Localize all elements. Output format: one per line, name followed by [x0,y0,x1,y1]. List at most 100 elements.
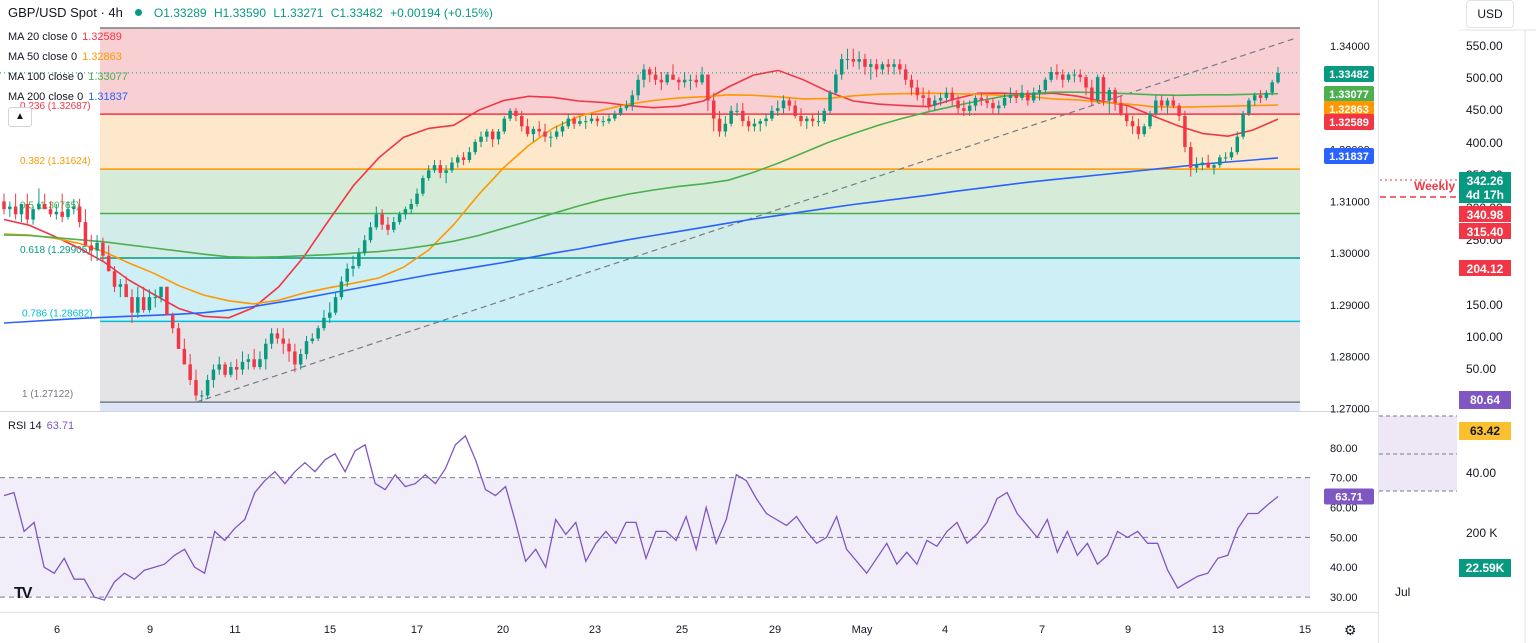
fib-label: 0.382 (1.31624) [20,156,91,167]
candle-body [223,364,227,375]
candle [205,374,210,400]
candle [735,103,739,116]
fib-label: 0.5 (1.30765) [20,201,80,212]
candle [31,206,35,225]
candle [223,361,227,378]
candle [834,69,838,96]
gear-icon[interactable]: ⚙ [1344,622,1357,638]
candle [688,74,693,91]
candle-body [665,74,669,83]
fib-zone [100,114,1300,170]
candle [700,66,704,85]
price-tick-label: 1.34000 [1330,41,1370,53]
panel-box-box [1459,422,1511,440]
candle-body [351,266,355,269]
candle [1148,110,1152,129]
candle [723,115,728,137]
candle-body [229,367,233,375]
candle-body [915,87,920,96]
candle [124,276,128,298]
candle [1171,95,1176,109]
volume-tick-label: 150.00 [1466,298,1503,312]
candle-body [258,359,262,368]
candle-body [1014,95,1018,98]
candle-body [473,141,477,153]
candle-body [537,128,541,132]
candle [991,97,995,114]
rsi-tick-label: 40.00 [1330,562,1358,574]
candle-body [362,240,367,254]
volume-box-current: 4d 17h [1466,188,1504,202]
fib-label: 0.618 (1.29905) [20,245,91,256]
price-tick-label: 1.29000 [1330,300,1370,312]
candle-body [1218,157,1222,166]
ma100-legend[interactable]: MA 100 close 0 1.33077 [8,67,128,87]
candle [269,328,274,349]
candle [1090,79,1094,106]
candle [927,90,931,111]
candle [159,286,163,303]
candle-body [659,79,664,83]
candle-body [967,105,972,111]
candle-body [519,115,524,127]
ma50-legend[interactable]: MA 50 close 0 1.32863 [8,47,128,67]
candle [1159,95,1164,111]
time-tick-label: 13 [1212,624,1224,636]
candle-body [752,123,757,127]
ma20-legend[interactable]: MA 20 close 0 1.32589 [8,27,128,47]
candle-body [543,131,547,137]
collapse-legend-button[interactable]: ▲ [8,107,32,127]
rsi-tick-label: 50.00 [1330,532,1358,544]
candle-body [136,297,140,313]
candle [711,92,716,132]
panel-box: 22.59K [1466,561,1505,575]
ma200-value: 1.31837 [88,91,128,103]
candle-body [607,118,611,122]
candle [136,286,140,318]
candle-body [1206,162,1210,168]
panel-box: 63.42 [1470,424,1500,438]
candle-body [1090,87,1094,101]
candle-body [54,211,59,215]
time-tick-label: 7 [1039,624,1045,636]
candle-body [106,255,111,272]
open-value: O1.33289 [153,5,207,20]
candle [490,128,495,148]
time-tick-label: 9 [1125,624,1131,636]
candle [595,115,600,127]
candle-body [1095,77,1100,101]
rsi-legend[interactable]: RSI 14 63.71 [8,420,74,432]
candle-body [851,59,856,62]
fib-zone-bottom [100,402,1300,411]
chevron-up-icon: ▲ [15,111,25,122]
candle [48,201,53,217]
candle [264,338,268,370]
candle [967,100,972,116]
candle [816,110,821,127]
candle [578,115,582,127]
candle [1014,90,1018,104]
tradingview-logo-icon[interactable]: TV [14,585,33,602]
price-tick-label: 1.28000 [1330,352,1370,364]
candle [176,323,181,349]
candle-body [1264,92,1269,98]
candle [351,255,355,277]
candle-body [508,110,512,119]
candle-body [246,359,251,362]
ma200-legend[interactable]: MA 200 close 0 1.31837 [8,87,128,107]
time-tick-label: 9 [147,624,153,636]
candle-body [1252,95,1257,101]
candle-body [839,59,844,75]
candle [322,310,326,331]
candle [671,64,675,80]
ma50-label: MA 50 close 0 [8,51,78,63]
candle [1206,154,1210,168]
candle-body [392,222,396,230]
candle [147,289,152,313]
candle-body [979,97,984,101]
currency-button[interactable]: USD [1466,0,1514,28]
candle [962,100,966,116]
symbol-label[interactable]: GBP/USD Spot · 4h [8,5,123,20]
candle-body [1037,90,1042,93]
